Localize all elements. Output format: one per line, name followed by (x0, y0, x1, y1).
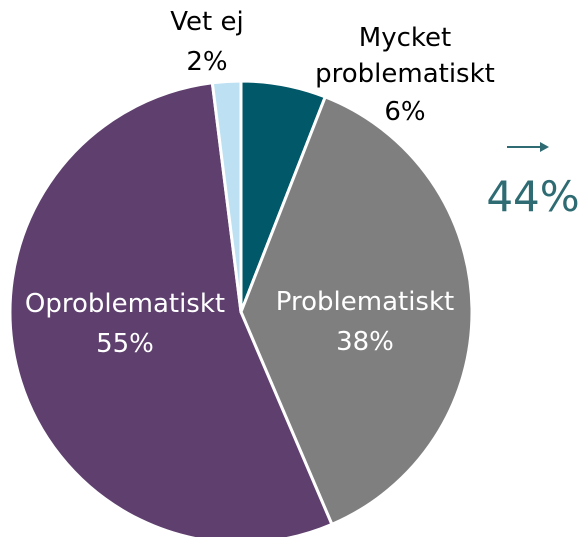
slice-label: Oproblematiskt (24, 289, 226, 319)
pie-slice (239, 95, 474, 526)
value-label: 2% (186, 47, 228, 77)
annotation: 44% (486, 172, 580, 221)
value-label: 6% (384, 97, 426, 127)
pie-slice (8, 81, 334, 537)
slice-label: Mycket problematiskt (315, 23, 495, 89)
slice-label: Vet ej (170, 7, 244, 37)
slice-label: Problematiskt (275, 287, 455, 317)
arrow-head (540, 142, 549, 152)
value-label: 55% (96, 329, 154, 359)
value-label: 38% (336, 327, 394, 357)
pie-slice (210, 79, 243, 314)
